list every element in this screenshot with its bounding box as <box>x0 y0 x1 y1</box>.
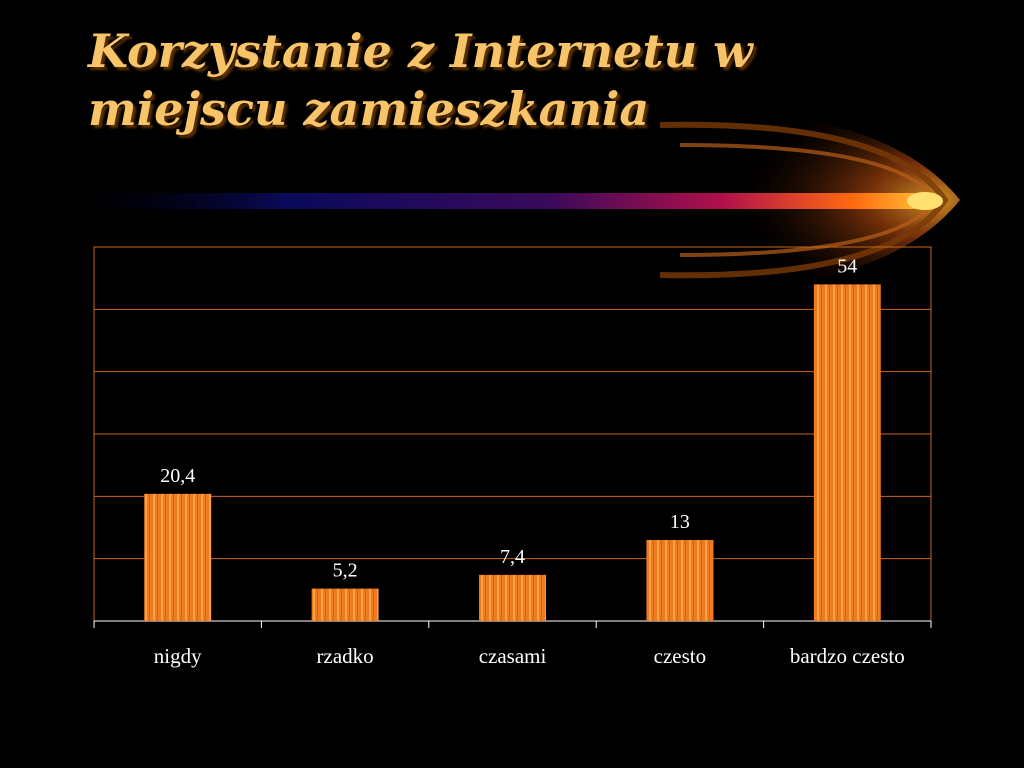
x-tick-label: bardzo czesto <box>790 644 905 668</box>
comet-decoration <box>70 109 960 291</box>
data-label: 20,4 <box>160 465 195 487</box>
bar-rzadko <box>311 588 379 621</box>
data-label: 13 <box>670 511 690 533</box>
x-tick-label: czasami <box>479 644 547 668</box>
data-label: 54 <box>837 255 857 277</box>
data-label: 7,4 <box>500 546 525 568</box>
bar-bardzo-czesto <box>813 284 881 621</box>
bar-czesto <box>646 539 714 621</box>
x-tick-label: rzadko <box>317 644 374 668</box>
slide-title: Korzystanie z Internetu w miejscu zamies… <box>88 24 753 136</box>
x-tick-label: czesto <box>654 644 706 668</box>
plot-area: 20,4 nigdy 5,2 rzadko 7,4 czasami 13 czesto 54 ba… <box>93 246 932 668</box>
x-tick-label: nigdy <box>154 644 202 668</box>
data-label: 5,2 <box>333 560 358 582</box>
bar-czasami <box>479 574 546 621</box>
bar-nigdy <box>144 493 212 621</box>
